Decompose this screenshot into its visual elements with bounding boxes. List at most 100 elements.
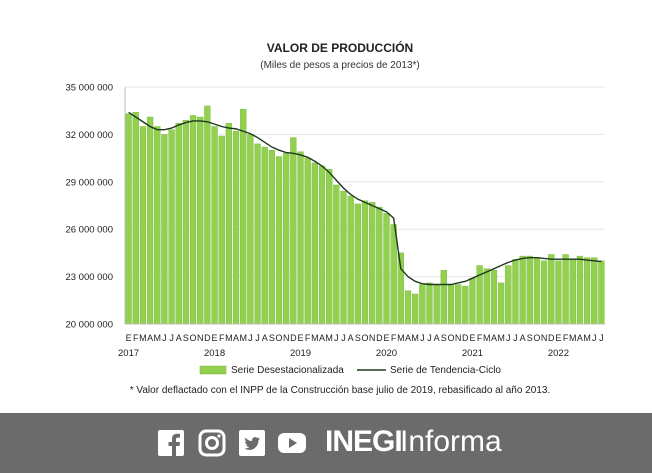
bar [447, 284, 455, 325]
x-tick-label: D [204, 333, 211, 343]
informa-logo[interactable]: Informa [400, 425, 502, 458]
bar [132, 112, 139, 325]
x-tick-label: D [290, 333, 297, 343]
bar [125, 113, 132, 325]
bar [390, 224, 397, 325]
year-label: 2022 [548, 348, 569, 359]
bar [304, 157, 311, 325]
x-tick-label: F [219, 333, 225, 343]
x-tick-label: E [555, 333, 561, 343]
x-tick-label: M [139, 333, 147, 343]
x-tick-label: S [183, 333, 189, 343]
x-tick-label: A [405, 333, 411, 343]
bar [454, 284, 462, 325]
bar [311, 162, 318, 325]
bar [512, 259, 519, 325]
bar [526, 255, 533, 325]
bar [218, 135, 225, 325]
chart: VALOR DE PRODUCCIÓN (Miles de pesos a pr… [65, 40, 605, 396]
x-tick-label: F [391, 333, 397, 343]
chart-title: VALOR DE PRODUCCIÓN [267, 40, 413, 55]
bar [462, 285, 469, 325]
instagram-icon[interactable] [198, 429, 226, 457]
bar [469, 277, 476, 325]
bar [204, 105, 211, 325]
bar [168, 129, 175, 325]
y-tick-label: 26 000 000 [65, 225, 113, 236]
x-tick-label: E [383, 333, 389, 343]
bar [419, 284, 426, 325]
twitter-icon[interactable] [238, 429, 266, 457]
x-tick-label: N [455, 333, 462, 343]
x-tick-label: D [376, 333, 383, 343]
x-tick-label: F [133, 333, 139, 343]
bar [297, 151, 304, 325]
x-tick-label: J [420, 333, 425, 343]
x-tick-label: J [513, 333, 518, 343]
x-tick-label: A [176, 333, 182, 343]
chart-panel: VALOR DE PRODUCCIÓN (Miles de pesos a pr… [65, 40, 605, 396]
x-tick-label: D [462, 333, 469, 343]
bar [161, 134, 168, 325]
year-label: 2018 [204, 348, 225, 359]
x-tick-label: M [483, 333, 491, 343]
x-tick-label: S [355, 333, 361, 343]
x-tick-label: M [411, 333, 419, 343]
x-tick-label: M [153, 333, 161, 343]
bar [519, 255, 526, 325]
x-tick-label: A [147, 333, 153, 343]
bar [576, 255, 584, 325]
x-tick-label: J [427, 333, 432, 343]
y-tick-labels: 20 000 000 23 000 000 26 000 000 29 000 000… [65, 83, 113, 331]
bar [562, 254, 569, 325]
x-tick-label: N [541, 333, 548, 343]
x-tick-label: O [447, 333, 454, 343]
bar [326, 168, 333, 325]
bar [354, 203, 361, 325]
bar [240, 108, 247, 325]
x-tick-label: J [592, 333, 597, 343]
x-tick-label: A [434, 333, 440, 343]
legend: Serie Desestacionalizada Serie de Tenden… [199, 365, 501, 376]
bar [412, 293, 419, 325]
facebook-icon[interactable] [157, 429, 185, 457]
bar [211, 126, 218, 325]
bar [598, 260, 605, 325]
bar [361, 200, 369, 325]
x-tick-label: N [283, 333, 290, 343]
x-tick-label: A [520, 333, 526, 343]
x-tick-label: J [255, 333, 260, 343]
y-tick-label: 32 000 000 [65, 130, 113, 141]
x-tick-label: A [262, 333, 268, 343]
bar [333, 184, 340, 325]
bar [404, 290, 412, 325]
x-tick-label: M [497, 333, 505, 343]
trend-line [128, 111, 602, 286]
y-tick-label: 20 000 000 [65, 320, 113, 331]
x-tick-label: O [276, 333, 283, 343]
bar [254, 143, 261, 325]
bar [540, 260, 548, 325]
year-label: 2019 [290, 348, 311, 359]
x-tick-label: A [233, 333, 239, 343]
bar [175, 123, 182, 325]
bar [433, 284, 440, 325]
x-tick-label: S [441, 333, 447, 343]
inegi-logo[interactable]: INEGI [325, 425, 403, 458]
bar [369, 202, 376, 325]
x-tick-label: J [162, 333, 167, 343]
x-tick-label: M [583, 333, 591, 343]
x-tick-label: E [126, 333, 132, 343]
bar [275, 156, 283, 325]
x-tick-label: O [533, 333, 540, 343]
x-tick-label: J [341, 333, 346, 343]
youtube-icon[interactable] [277, 429, 307, 457]
bar [261, 146, 268, 325]
x-tick-label: M [239, 333, 247, 343]
x-tick-label: S [527, 333, 533, 343]
x-tick-label: J [506, 333, 511, 343]
bar [154, 126, 161, 325]
bar [146, 116, 154, 325]
x-tick-label: N [197, 333, 204, 343]
